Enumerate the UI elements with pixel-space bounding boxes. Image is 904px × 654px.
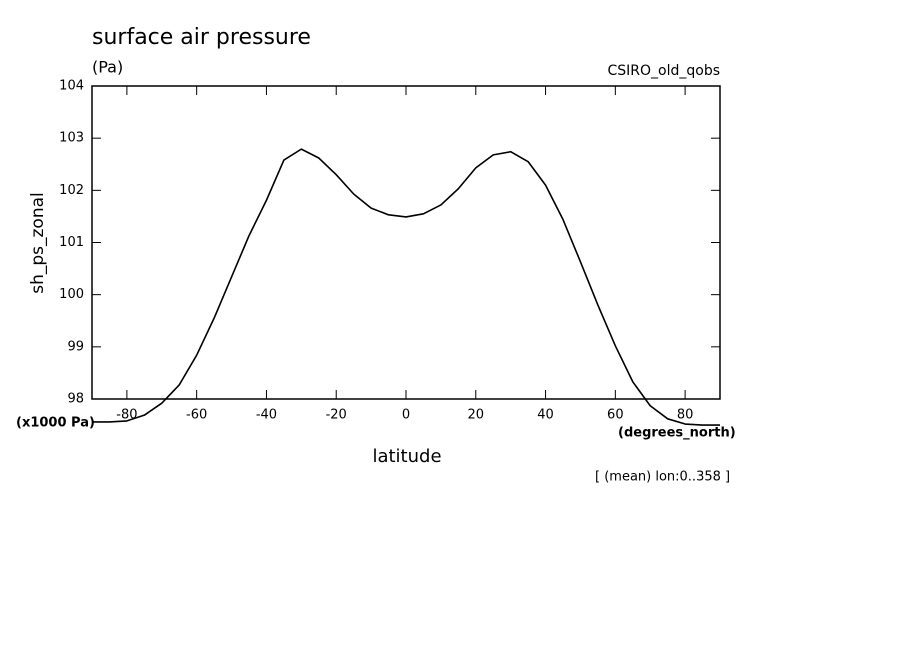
- y-tick-label: 99: [67, 339, 84, 354]
- x-tick-label: 80: [677, 408, 694, 423]
- y-tick-label: 98: [67, 392, 84, 407]
- y-tick-label: 100: [59, 287, 84, 302]
- y-axis-label: sh_ps_zonal: [28, 192, 48, 294]
- x-tick-label: 20: [468, 408, 485, 423]
- x-axis-label: latitude: [372, 446, 441, 467]
- x-tick-label: -40: [256, 408, 277, 423]
- chart-title: surface air pressure: [92, 25, 311, 50]
- y-tick-label: 104: [59, 79, 84, 94]
- footnote: [ (mean) lon:0..358 ]: [595, 470, 730, 485]
- units: (Pa): [92, 58, 123, 77]
- y-tick-label: 103: [59, 131, 84, 146]
- plot-frame: [91, 85, 721, 400]
- x-tick-label: -60: [186, 408, 207, 423]
- y-tick-label: 101: [59, 235, 84, 250]
- dataset: CSIRO_old_qobs: [607, 63, 720, 79]
- x-tick-label: 0: [402, 408, 410, 423]
- x-units: (degrees_north): [618, 426, 736, 441]
- y-tick-label: 102: [59, 183, 84, 198]
- x-tick-label: -20: [326, 408, 347, 423]
- x-tick-label: 60: [607, 408, 624, 423]
- x-tick-label: 40: [537, 408, 554, 423]
- data-line: [92, 148, 720, 426]
- y-units: (x1000 Pa): [16, 416, 95, 431]
